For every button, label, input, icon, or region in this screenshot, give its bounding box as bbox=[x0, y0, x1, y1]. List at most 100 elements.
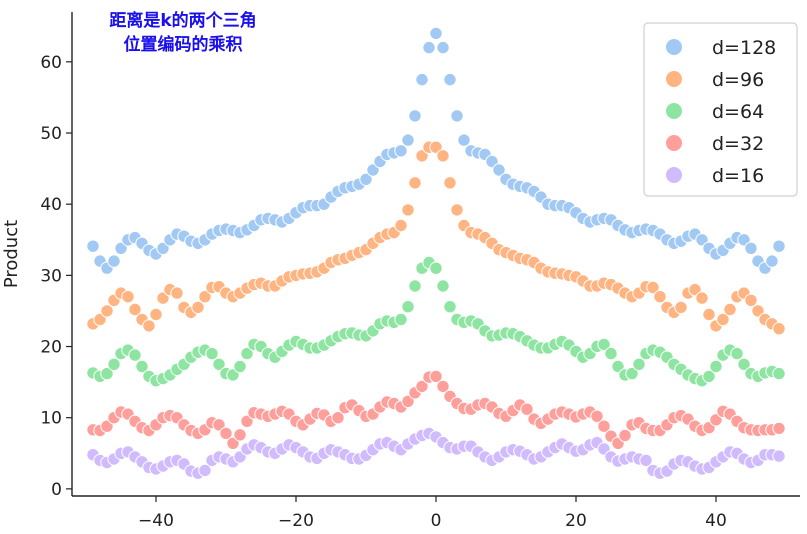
data-point bbox=[408, 109, 422, 123]
title-line: 距离是k的两个三角 bbox=[109, 10, 256, 31]
x-tick-label: 20 bbox=[565, 511, 587, 531]
data-point bbox=[772, 239, 786, 253]
data-points bbox=[86, 26, 786, 480]
y-tick-label: 20 bbox=[40, 338, 62, 358]
data-point bbox=[191, 300, 205, 315]
data-point bbox=[240, 414, 254, 428]
data-point bbox=[604, 346, 618, 361]
data-point bbox=[443, 176, 457, 190]
axes: 0 10 20 30 40 50 60 −40 −20 0 20 40 Product bbox=[1, 12, 800, 531]
data-point bbox=[86, 239, 100, 253]
x-tick-label: 40 bbox=[705, 511, 727, 531]
data-point bbox=[100, 304, 114, 318]
data-point bbox=[702, 369, 716, 384]
data-point bbox=[443, 72, 457, 87]
data-point bbox=[107, 254, 121, 268]
data-point bbox=[639, 453, 653, 468]
data-point bbox=[212, 418, 226, 432]
series-d=64 bbox=[86, 255, 786, 388]
data-point bbox=[394, 218, 408, 233]
data-point bbox=[772, 366, 786, 381]
data-point bbox=[128, 302, 142, 317]
data-point bbox=[450, 109, 464, 123]
data-point bbox=[93, 312, 107, 327]
data-point bbox=[492, 163, 506, 177]
data-point bbox=[142, 319, 156, 333]
data-point bbox=[618, 428, 632, 443]
data-point bbox=[772, 421, 786, 436]
data-point bbox=[450, 203, 464, 217]
legend-label: d=128 bbox=[712, 37, 776, 59]
data-point bbox=[429, 140, 443, 154]
data-point bbox=[744, 293, 758, 307]
data-point bbox=[716, 312, 730, 327]
data-point bbox=[436, 40, 450, 55]
data-point bbox=[100, 366, 114, 381]
data-point bbox=[212, 357, 226, 371]
data-point bbox=[233, 359, 247, 374]
legend-box bbox=[643, 22, 798, 197]
x-tick-label: 0 bbox=[431, 511, 442, 531]
data-point bbox=[429, 26, 443, 41]
data-point bbox=[632, 357, 646, 371]
data-point bbox=[394, 144, 408, 158]
legend-label: d=32 bbox=[712, 133, 764, 155]
data-point bbox=[429, 261, 443, 275]
data-point bbox=[457, 133, 471, 147]
legend-marker bbox=[666, 135, 682, 151]
y-tick-label: 50 bbox=[40, 124, 62, 144]
data-point bbox=[709, 359, 723, 374]
data-point bbox=[723, 302, 737, 317]
x-tick-label: −40 bbox=[138, 511, 174, 531]
y-tick-label: 10 bbox=[40, 409, 62, 429]
data-point bbox=[359, 172, 373, 187]
legend-label: d=16 bbox=[712, 165, 764, 187]
y-tick-label: 30 bbox=[40, 266, 62, 286]
y-tick-label: 60 bbox=[40, 53, 62, 73]
legend: d=128 d=96 d=64 d=32 d=16 bbox=[643, 22, 798, 197]
data-point bbox=[422, 40, 436, 55]
data-point bbox=[205, 346, 219, 361]
data-point bbox=[240, 346, 254, 361]
x-tick-label: −20 bbox=[278, 511, 314, 531]
data-point bbox=[415, 149, 429, 163]
data-point bbox=[695, 291, 709, 305]
legend-marker bbox=[666, 71, 682, 87]
legend-marker bbox=[666, 167, 682, 183]
data-point bbox=[219, 426, 233, 441]
data-point bbox=[751, 304, 765, 318]
data-point bbox=[198, 463, 212, 478]
data-point bbox=[737, 357, 751, 371]
data-point bbox=[772, 449, 786, 463]
data-point bbox=[394, 312, 408, 327]
legend-label: d=96 bbox=[712, 69, 764, 91]
data-point bbox=[233, 428, 247, 442]
data-point bbox=[730, 346, 744, 361]
data-point bbox=[520, 402, 534, 416]
data-point bbox=[765, 254, 779, 268]
data-point bbox=[121, 290, 135, 304]
data-point bbox=[625, 366, 639, 381]
data-point bbox=[772, 322, 786, 336]
data-point bbox=[646, 280, 660, 295]
legend-marker bbox=[666, 103, 682, 119]
data-point bbox=[408, 279, 422, 293]
y-axis-label: Product bbox=[1, 220, 22, 288]
legend-marker bbox=[666, 39, 682, 55]
data-point bbox=[135, 359, 149, 374]
data-point bbox=[590, 409, 604, 423]
data-point bbox=[198, 290, 212, 304]
data-point bbox=[128, 348, 142, 362]
title-line: 位置编码的乘积 bbox=[124, 34, 243, 55]
data-point bbox=[408, 176, 422, 190]
series-d=16 bbox=[86, 426, 786, 480]
data-point bbox=[149, 307, 163, 322]
data-point bbox=[401, 133, 415, 147]
data-point bbox=[597, 419, 611, 433]
data-point bbox=[436, 149, 450, 163]
data-point bbox=[401, 300, 415, 314]
data-point bbox=[436, 279, 450, 293]
legend-label: d=64 bbox=[712, 101, 764, 123]
